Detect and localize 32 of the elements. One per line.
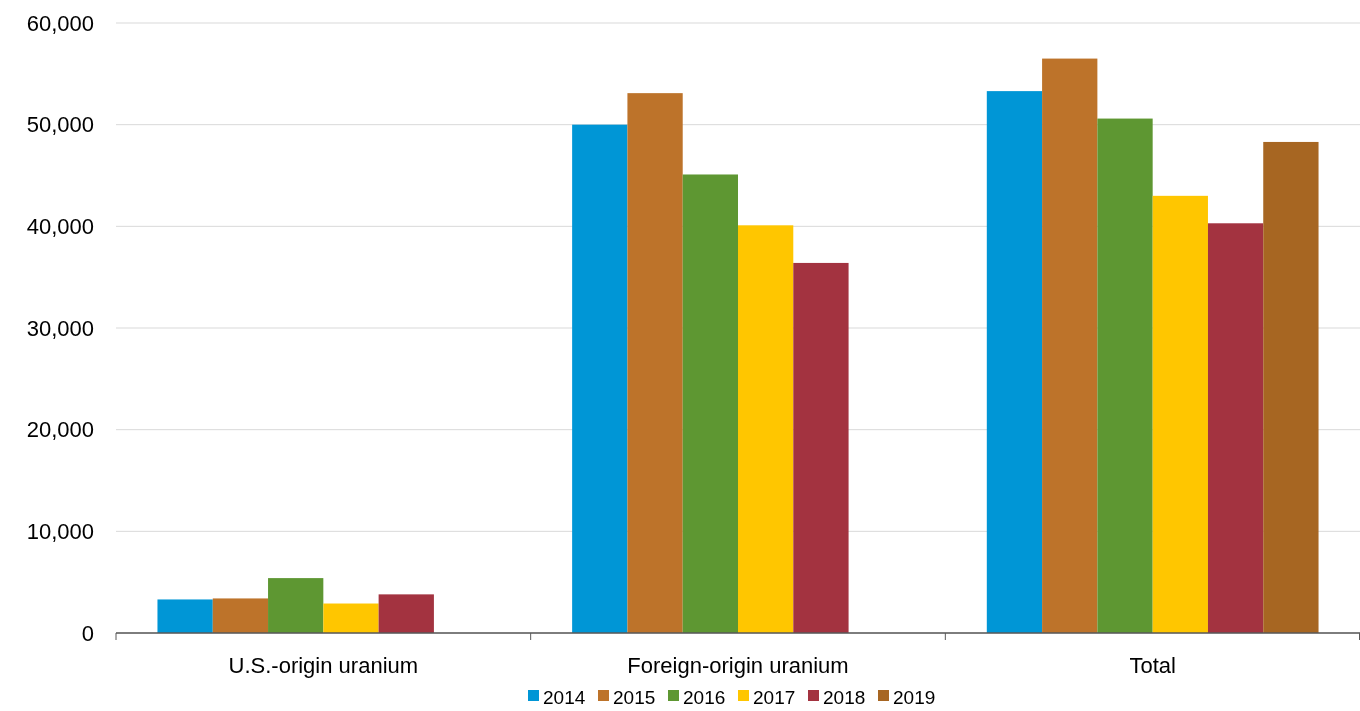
legend-label: 2014	[543, 686, 586, 708]
bar	[986, 91, 1043, 633]
y-tick-label: 50,000	[26, 112, 94, 138]
bar	[793, 262, 849, 633]
bar	[1152, 195, 1208, 633]
y-tick-label: 30,000	[26, 315, 94, 341]
y-tick-label: 40,000	[26, 214, 94, 240]
legend-label: 2019	[893, 686, 936, 708]
y-tick-label: 60,000	[26, 10, 94, 36]
y-tick-label: 0	[81, 620, 94, 646]
y-tick-label: 20,000	[26, 417, 94, 443]
legend-label: 2017	[753, 686, 796, 708]
bar	[627, 93, 683, 633]
legend-label: 2016	[683, 686, 726, 708]
bar	[682, 174, 738, 633]
legend-label: 2018	[823, 686, 866, 708]
bar	[378, 594, 434, 633]
bar	[572, 124, 628, 633]
bar	[268, 578, 324, 633]
bar	[1097, 118, 1153, 633]
x-tick-label: Foreign-origin uranium	[627, 653, 849, 678]
bar	[323, 603, 379, 633]
bar	[157, 599, 213, 633]
legend-label: 2015	[613, 686, 656, 708]
bar	[1207, 223, 1264, 633]
x-tick-label: U.S.-origin uranium	[228, 653, 419, 678]
bar	[1042, 58, 1098, 633]
bar	[1263, 141, 1319, 633]
y-tick-label: 10,000	[26, 519, 94, 545]
bar	[212, 598, 269, 633]
x-tick-label: Total	[1129, 653, 1176, 678]
bar	[738, 225, 794, 633]
